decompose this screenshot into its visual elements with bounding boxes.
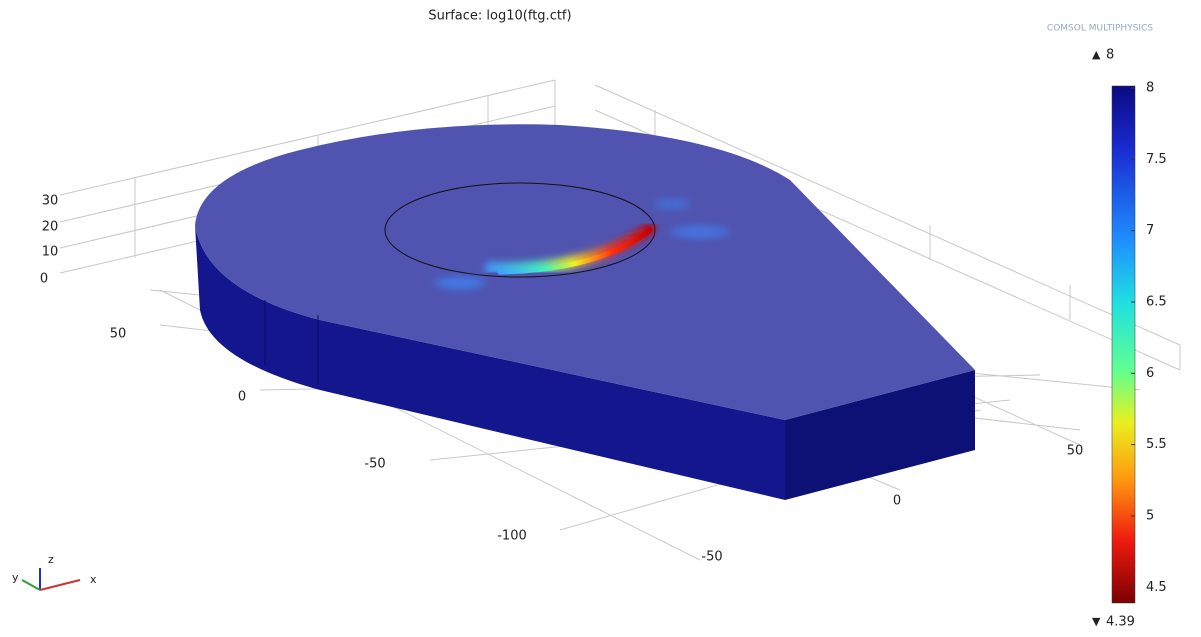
colorbar-tick-label: 5: [1146, 508, 1154, 523]
y-tick-label: 50: [110, 327, 127, 342]
min-marker: ▼: [1092, 615, 1101, 628]
colorbar-max: 8: [1106, 48, 1114, 63]
z-tick-label: 20: [42, 220, 59, 235]
z-tick-label: 10: [42, 245, 59, 260]
x-tick-label: 50: [1067, 444, 1084, 459]
triad-x: x: [90, 573, 97, 586]
y-tick-label: -100: [497, 529, 527, 544]
plot-title: Surface: log10(ftg.ctf): [428, 9, 571, 24]
triad-y: y: [12, 571, 19, 584]
colorbar: [1112, 86, 1135, 603]
colorbar-tick-label: 6: [1146, 366, 1154, 381]
max-marker: ▲: [1092, 48, 1101, 61]
z-tick-label: 0: [40, 272, 48, 287]
y-tick-label: 0: [238, 390, 246, 405]
colorbar-tick-label: 8: [1146, 81, 1154, 96]
triad: z x y: [12, 553, 97, 590]
logo: COMSOL MULTIPHYSICS: [1047, 24, 1153, 34]
colorbar-tick-label: 7: [1146, 223, 1154, 238]
geometry: [195, 124, 975, 500]
x-tick-label: -50: [701, 550, 722, 565]
x-tick-label: 0: [893, 494, 901, 509]
colorbar-tick-label: 4.5: [1146, 580, 1167, 595]
y-tick-label: -50: [364, 457, 385, 472]
colorbar-min: 4.39: [1106, 615, 1135, 630]
colorbar-tick-label: 6.5: [1146, 294, 1167, 309]
triad-z: z: [48, 553, 54, 566]
colorbar-tick-label: 7.5: [1146, 152, 1167, 167]
z-tick-label: 30: [42, 194, 59, 209]
colorbar-ticks: 8 7.5 7 6.5 6 5.5 5 4.5: [1131, 81, 1167, 595]
viewport: Surface: log10(ftg.ctf) COMSOL MULTIPHYS…: [0, 0, 1201, 633]
colorbar-tick-label: 5.5: [1146, 437, 1167, 452]
